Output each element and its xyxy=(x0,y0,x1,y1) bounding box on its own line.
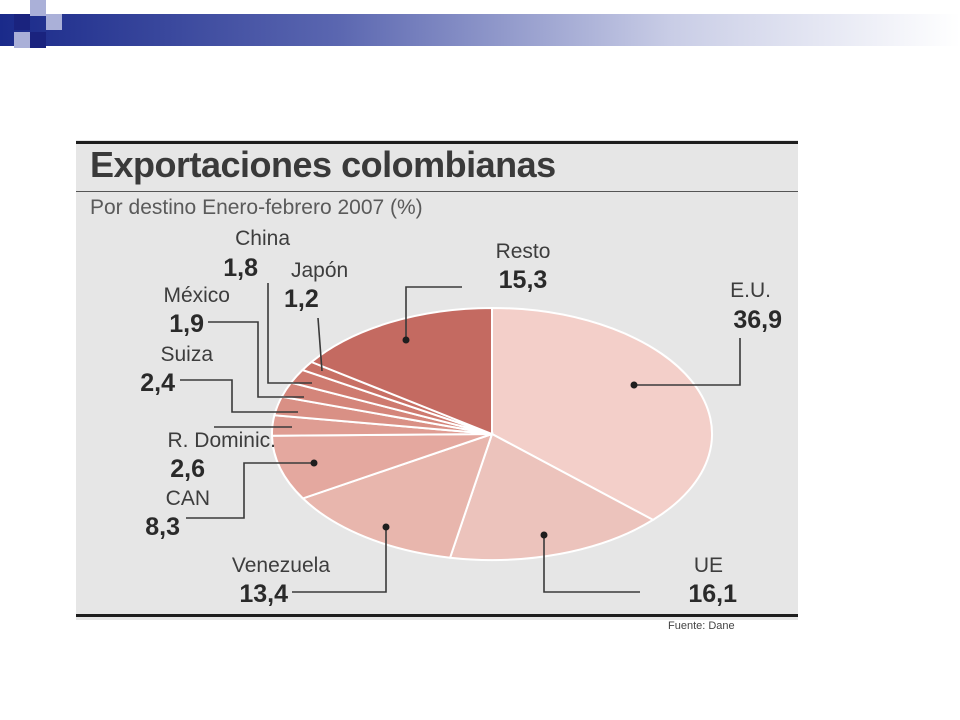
leader-line-venezuela xyxy=(292,527,387,593)
leader-line-e-u xyxy=(634,338,741,386)
slice-value-venezuela: 13,4 xyxy=(239,580,288,608)
slice-value-mexico: 1,9 xyxy=(169,310,204,338)
leader-dot-resto xyxy=(402,336,410,344)
leader-line-mexico xyxy=(208,321,304,398)
leader-line-resto xyxy=(405,286,462,340)
chart-source: Fuente: Dane xyxy=(668,620,735,632)
leader-line-ue xyxy=(543,535,640,593)
slice-label-suiza: Suiza xyxy=(160,343,213,366)
leader-line-suiza xyxy=(180,379,298,413)
pie-slice-venezuela xyxy=(301,432,494,559)
slice-label-mexico: México xyxy=(163,284,230,307)
header-square-decoration xyxy=(14,32,30,48)
chart-bottom-rule xyxy=(76,614,798,617)
slice-label-china: China xyxy=(235,227,290,250)
pie-slice-can xyxy=(270,433,493,500)
pie-slice-ue xyxy=(448,432,656,561)
slice-value-resto: 15,3 xyxy=(499,266,548,294)
slice-label-venezuela: Venezuela xyxy=(232,554,330,577)
pie-slice-resto xyxy=(309,306,493,436)
slice-label-ue: UE xyxy=(694,554,723,577)
slice-value-japon: 1,2 xyxy=(284,285,319,313)
chart-subtitle: Por destino Enero-febrero 2007 (%) xyxy=(90,196,423,219)
header-square-decoration xyxy=(30,32,46,48)
title-top-rule xyxy=(76,141,798,144)
slice-label-resto: Resto xyxy=(496,240,551,263)
slice-label-can: CAN xyxy=(166,487,210,510)
slide-header-bar xyxy=(0,14,960,46)
chart-title: Exportaciones colombianas xyxy=(90,144,556,185)
slice-value-r-dominic: 2,6 xyxy=(170,455,205,483)
header-square-decoration xyxy=(46,14,62,30)
leader-line-can xyxy=(186,462,314,519)
title-bottom-rule xyxy=(76,191,798,192)
slice-label-e-u: E.U. xyxy=(730,279,771,302)
leader-dot-venezuela xyxy=(382,523,390,531)
leader-dot-can xyxy=(310,459,318,467)
leader-dot-ue xyxy=(540,531,548,539)
slice-value-e-u: 36,9 xyxy=(733,306,782,334)
slice-label-japon: Japón xyxy=(291,259,348,282)
pie-slice-e-u xyxy=(491,306,713,522)
leader-line-china xyxy=(267,283,312,384)
slice-value-china: 1,8 xyxy=(223,254,258,282)
leader-dot-e-u xyxy=(630,381,638,389)
slice-label-r-dominic: R. Dominic. xyxy=(167,429,276,452)
header-square-decoration xyxy=(14,14,30,30)
header-square-decoration xyxy=(30,0,46,16)
slice-value-suiza: 2,4 xyxy=(140,369,175,397)
slice-value-ue: 16,1 xyxy=(688,580,737,608)
leader-line-japon xyxy=(317,317,323,372)
slice-value-can: 8,3 xyxy=(145,513,180,541)
